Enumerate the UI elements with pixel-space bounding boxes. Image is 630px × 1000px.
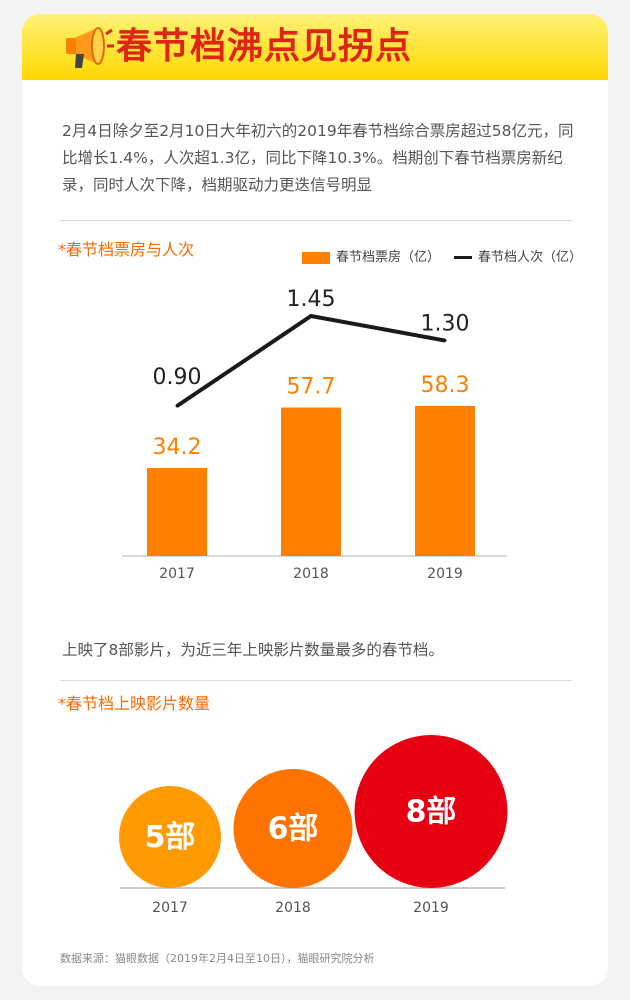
section-title-box-office: *春节档票房与人次 bbox=[58, 240, 195, 259]
line-point-2018 bbox=[309, 314, 313, 318]
films-count-label-2018: 6部 bbox=[268, 812, 319, 847]
legend-bar-label: 春节档票房（亿） bbox=[336, 250, 441, 265]
data-source: 数据来源：猫眼数据（2019年2月4日至10日），猫眼研究院分析 bbox=[60, 952, 375, 965]
films-count-label-2017: 5部 bbox=[145, 820, 196, 855]
bar-2018 bbox=[281, 407, 341, 556]
legend-bar-swatch bbox=[302, 251, 330, 264]
films-circle-2017 bbox=[119, 786, 221, 888]
bar-value-label-2019: 58.3 bbox=[421, 373, 470, 398]
legend-line: 春节档人次（亿） bbox=[454, 246, 582, 265]
divider-1 bbox=[60, 220, 572, 221]
films-note: 上映了8部影片，为近三年上映影片数量最多的春节档。 bbox=[62, 641, 444, 659]
divider-2 bbox=[60, 680, 572, 681]
films-year-label-2018: 2018 bbox=[275, 900, 311, 916]
line-value-label-2018: 1.45 bbox=[287, 287, 336, 312]
x-tick-label-2018: 2018 bbox=[293, 566, 329, 582]
bar-value-label-2018: 57.7 bbox=[287, 375, 336, 400]
bar-2017 bbox=[147, 468, 207, 556]
line-value-label-2017: 0.90 bbox=[153, 365, 202, 390]
line-point-2019 bbox=[443, 339, 447, 343]
line-value-label-2019: 1.30 bbox=[421, 312, 470, 337]
films-year-label-2019: 2019 bbox=[413, 900, 449, 916]
films-circle-2018 bbox=[233, 769, 353, 888]
megaphone-icon bbox=[66, 27, 114, 68]
legend-bar: 春节档票房（亿） bbox=[302, 246, 440, 265]
bar-2019 bbox=[415, 406, 475, 556]
legend-line-label: 春节档人次（亿） bbox=[478, 250, 583, 265]
films-year-label-2017: 2017 bbox=[152, 900, 188, 916]
x-tick-label-2019: 2019 bbox=[427, 566, 463, 582]
legend-line-swatch bbox=[454, 256, 472, 259]
intro-paragraph: 2月4日除夕至2月10日大年初六的2019年春节档综合票房超过58亿元，同比增长… bbox=[62, 122, 574, 194]
films-circle-2019 bbox=[354, 735, 508, 888]
header-banner: 春节档沸点见拐点 bbox=[22, 14, 608, 80]
section-title-films: *春节档上映影片数量 bbox=[58, 694, 211, 713]
bar-value-label-2017: 34.2 bbox=[153, 435, 202, 460]
x-tick-label-2017: 2017 bbox=[159, 566, 195, 582]
line-point-2017 bbox=[175, 404, 179, 408]
page-title: 春节档沸点见拐点 bbox=[116, 26, 413, 67]
films-count-label-2019: 8部 bbox=[406, 795, 457, 830]
